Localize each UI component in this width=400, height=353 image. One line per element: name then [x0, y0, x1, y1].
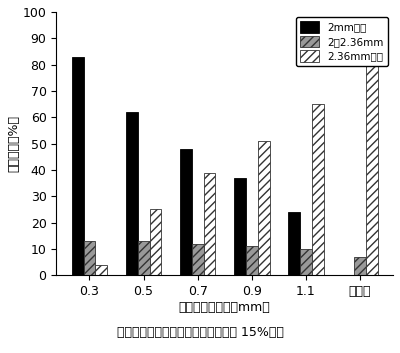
- Bar: [96, 265, 107, 275]
- Legend: 2mm以下, 2～2.36mm, 2.36mm以上: 2mm以下, 2～2.36mm, 2.36mm以上: [296, 17, 388, 66]
- Y-axis label: 粒径割合［%］: 粒径割合［%］: [7, 115, 20, 172]
- Bar: [246, 246, 258, 275]
- Bar: [288, 212, 300, 275]
- Bar: [192, 244, 204, 275]
- Bar: [300, 249, 312, 275]
- Bar: [126, 112, 138, 275]
- Bar: [138, 241, 150, 275]
- Bar: [84, 241, 96, 275]
- Bar: [150, 209, 162, 275]
- X-axis label: 破砕ロール間隙［mm］: 破砕ロール間隙［mm］: [179, 301, 270, 314]
- Bar: [258, 141, 270, 275]
- Bar: [180, 149, 192, 275]
- Bar: [204, 173, 216, 275]
- Bar: [354, 257, 366, 275]
- Text: 図３　破砕玄米の粒径分布　（水分 15%時）: 図３ 破砕玄米の粒径分布 （水分 15%時）: [116, 326, 284, 339]
- Bar: [312, 104, 324, 275]
- Bar: [234, 178, 246, 275]
- Bar: [72, 57, 84, 275]
- Bar: [366, 30, 378, 275]
